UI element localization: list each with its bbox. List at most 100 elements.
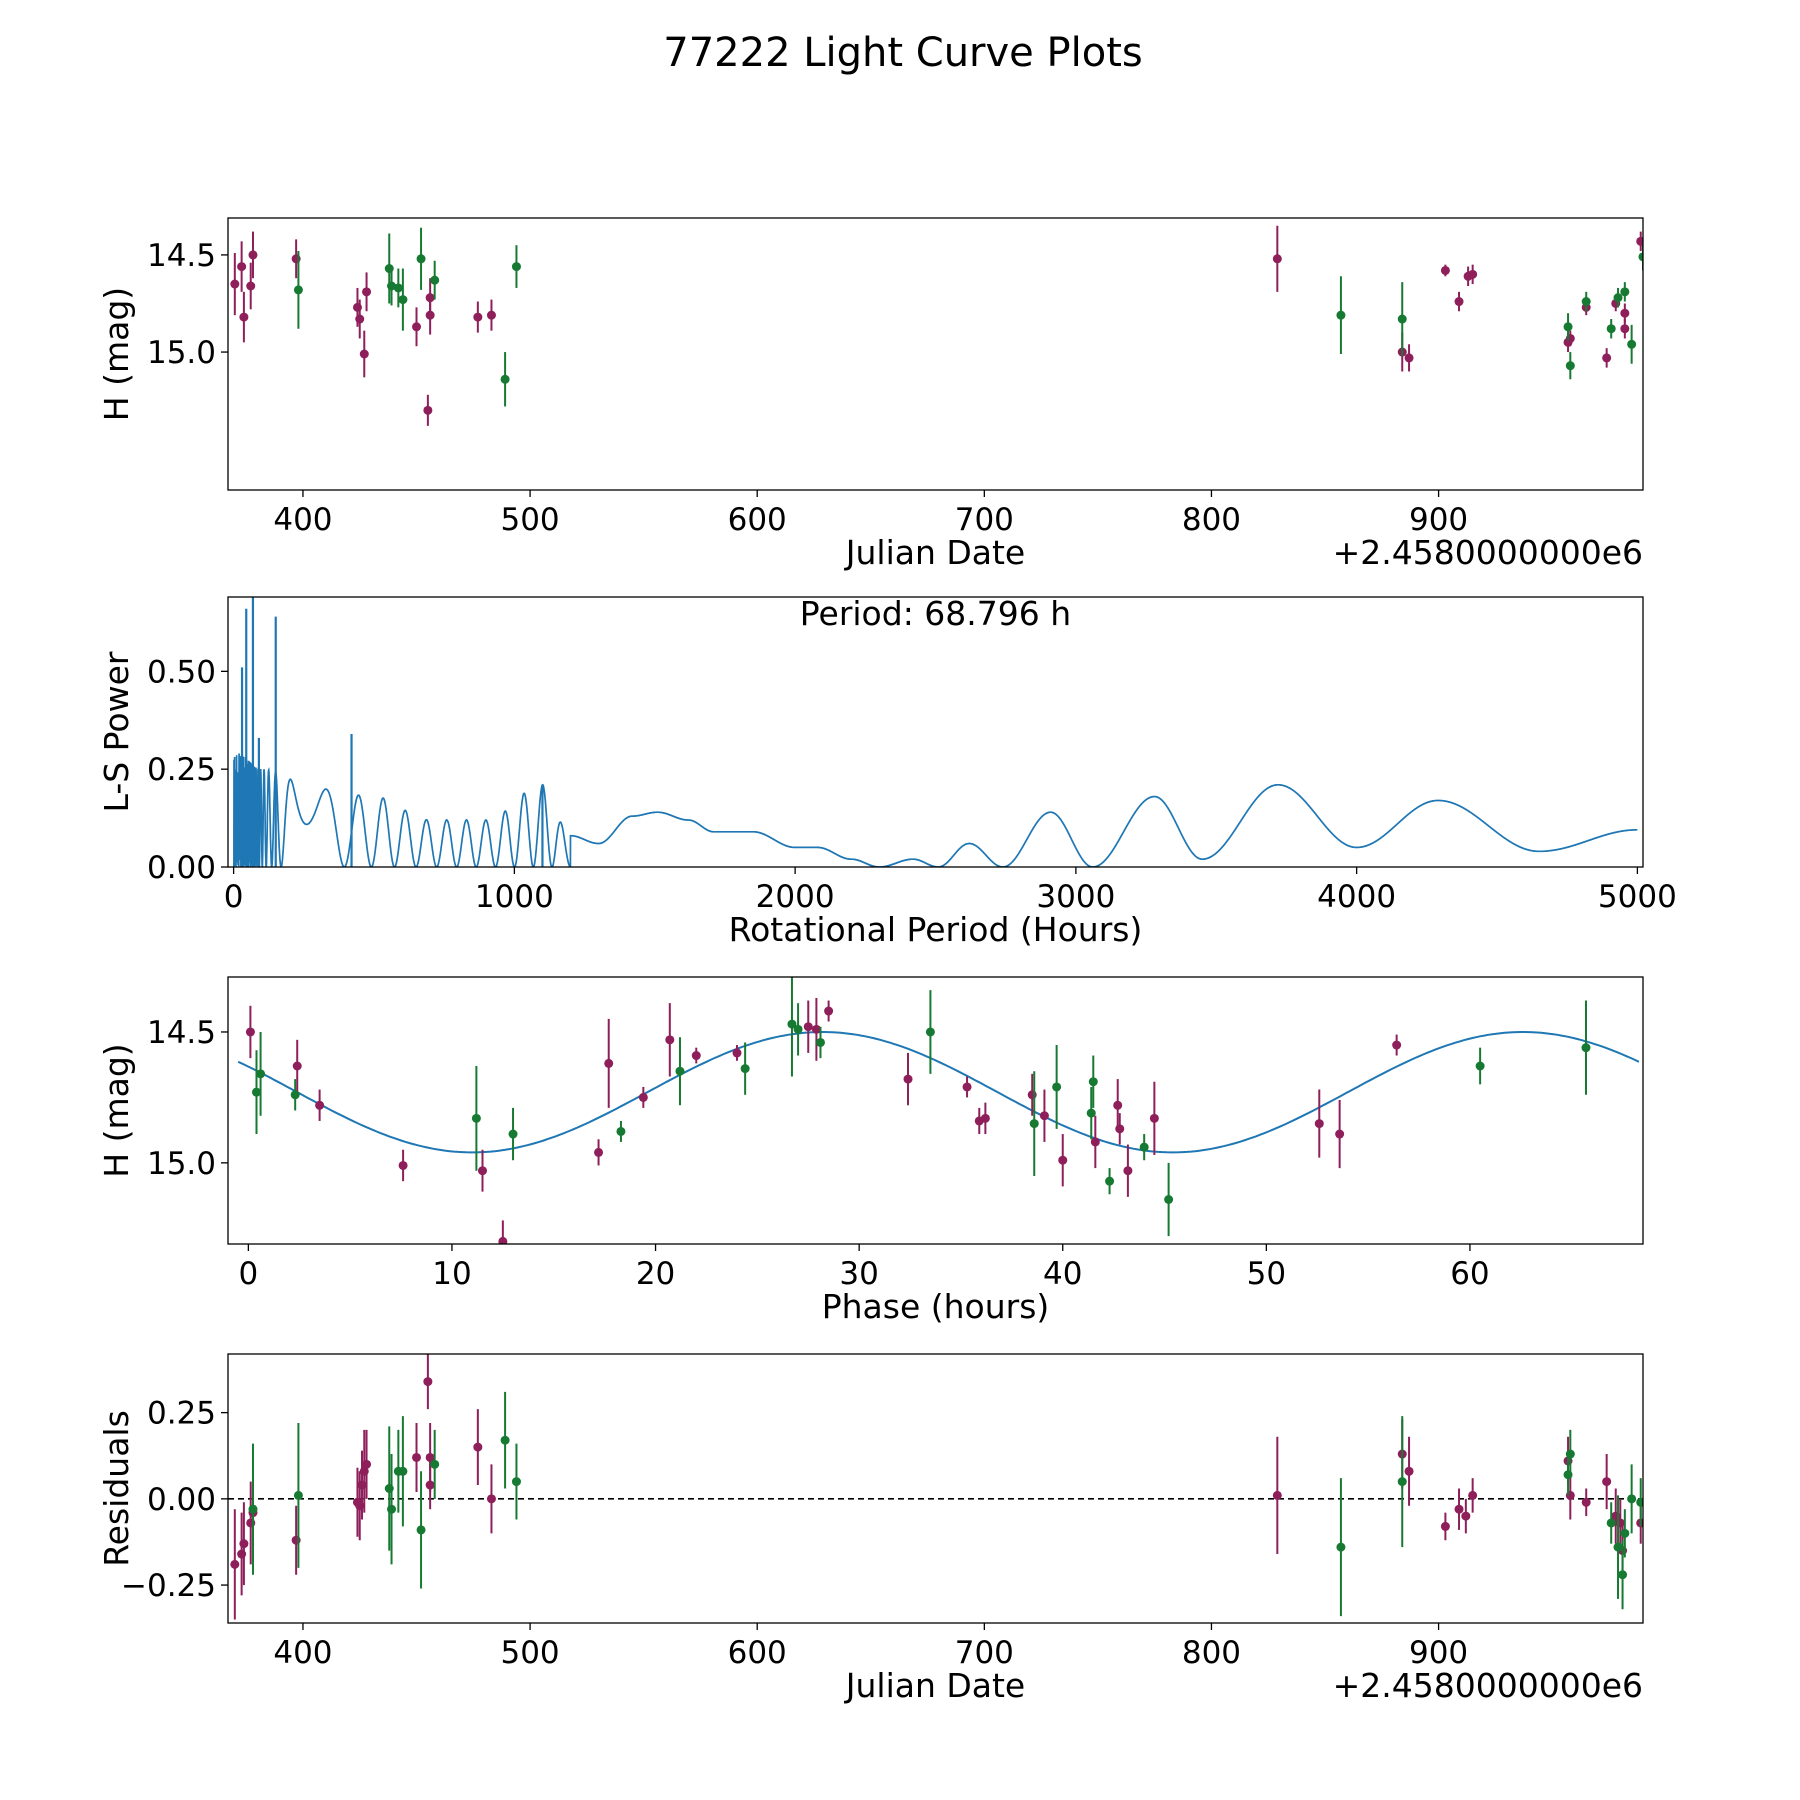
x-tick-label: 800: [1182, 1635, 1241, 1671]
data-point: [1613, 287, 1623, 308]
y-tick-label: 0.00: [147, 1482, 216, 1518]
y-tick-label: 15.0: [147, 335, 216, 371]
x-tick-label: 1000: [475, 879, 554, 915]
point-marker: [416, 1525, 426, 1535]
point-marker: [793, 1024, 803, 1034]
point-marker: [1123, 1166, 1133, 1176]
point-marker: [1620, 1528, 1630, 1538]
x-axis-label: Rotational Period (Hours): [729, 910, 1143, 949]
data-point: [398, 268, 408, 331]
point-marker: [393, 283, 403, 293]
x-tick-label: 30: [839, 1256, 878, 1292]
point-marker: [237, 262, 247, 272]
data-point: [1115, 1113, 1125, 1145]
data-point: [355, 299, 365, 339]
data-point: [398, 1149, 408, 1182]
point-marker: [1105, 1176, 1115, 1186]
data-point: [423, 1354, 433, 1410]
data-point: [1454, 291, 1464, 312]
data-point: [1475, 1047, 1485, 1085]
point-marker: [511, 1477, 521, 1487]
point-marker: [1581, 1043, 1591, 1053]
data-point: [665, 1003, 675, 1077]
data-point: [246, 262, 256, 310]
data-point: [500, 352, 510, 407]
x-tick-label: 0: [224, 879, 244, 915]
axes-frame: [227, 596, 1644, 868]
x-axis-label: Julian Date: [844, 533, 1026, 572]
point-marker: [1620, 308, 1630, 318]
data-point: [1336, 276, 1346, 354]
data-point: [740, 1042, 750, 1095]
data-point: [1636, 1478, 1643, 1527]
data-point: [245, 1005, 255, 1059]
x-tick-label: 600: [728, 502, 787, 538]
point-marker: [425, 1452, 435, 1462]
data-point: [1606, 1502, 1616, 1544]
data-point: [252, 1050, 262, 1135]
data-point: [1602, 1454, 1612, 1510]
data-point: [239, 1502, 249, 1586]
data-point: [1392, 1034, 1402, 1056]
data-point: [430, 1429, 440, 1499]
point-marker: [248, 1504, 258, 1514]
point-marker: [412, 1452, 422, 1462]
data-point: [230, 252, 240, 316]
point-marker: [1638, 252, 1643, 262]
point-marker: [1139, 1142, 1149, 1152]
point-marker: [1336, 1542, 1346, 1552]
data-point: [1618, 1540, 1628, 1610]
point-marker: [1404, 353, 1414, 363]
data-point: [412, 307, 422, 347]
point-marker: [1392, 1040, 1402, 1050]
panel-phased: 0 10 20 30 40 50 60 15.0 14.5 Phase (hours) H (mag…: [97, 976, 1644, 1326]
point-marker: [616, 1126, 626, 1136]
point-marker: [315, 1100, 325, 1110]
x-tick-label: 800: [1182, 502, 1241, 538]
data-point: [477, 1149, 487, 1192]
point-marker: [903, 1074, 913, 1084]
point-marker: [1468, 1490, 1478, 1500]
data-point: [1602, 348, 1612, 368]
data-point: [1440, 1512, 1450, 1541]
point-marker: [362, 1459, 372, 1469]
data-point: [486, 1464, 496, 1534]
data-point: [393, 268, 403, 308]
point-marker: [387, 281, 397, 291]
point-marker: [1565, 1449, 1575, 1459]
point-marker: [1606, 1518, 1616, 1528]
data-point: [237, 241, 247, 292]
data-point: [412, 1422, 422, 1492]
point-marker: [803, 1022, 813, 1032]
x-tick-label: 20: [636, 1256, 675, 1292]
point-marker: [256, 1069, 266, 1079]
point-marker: [1086, 1108, 1096, 1118]
point-marker: [230, 279, 240, 289]
data-point: [925, 990, 935, 1074]
data-point: [1058, 1134, 1068, 1187]
point-marker: [425, 1480, 435, 1490]
point-marker: [1440, 265, 1450, 275]
point-marker: [1565, 361, 1575, 371]
point-marker: [1029, 1119, 1039, 1129]
data-point: [811, 997, 821, 1061]
point-marker: [1627, 1494, 1637, 1504]
data-point: [230, 1509, 240, 1620]
point-marker: [1581, 1497, 1591, 1507]
data-point: [498, 1220, 508, 1244]
data-point: [1149, 1081, 1159, 1155]
data-point: [980, 1102, 990, 1135]
point-marker: [473, 1442, 483, 1452]
data-point: [1272, 225, 1282, 292]
y-tick-label: 14.5: [147, 238, 216, 274]
point-marker: [1602, 353, 1612, 363]
point-marker: [675, 1066, 685, 1076]
data-point: [1565, 1429, 1575, 1479]
point-marker: [1613, 1542, 1623, 1552]
point-marker: [1618, 1570, 1628, 1580]
point-marker: [1115, 1124, 1125, 1134]
data-point: [793, 1003, 803, 1056]
x-tick-label: 700: [955, 1635, 1014, 1671]
point-marker: [230, 1559, 240, 1569]
x-tick-label: 3000: [1036, 879, 1115, 915]
